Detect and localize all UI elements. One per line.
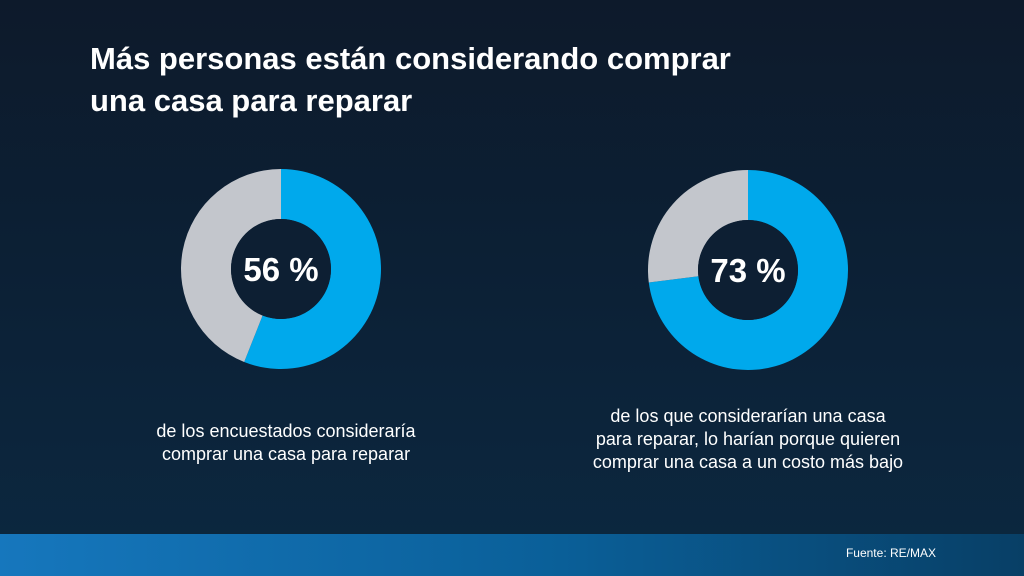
caption-1: de los encuestados consideraría comprar … xyxy=(86,420,486,466)
caption-2-line-2: para reparar, lo harían porque quieren xyxy=(595,429,901,449)
donut-1-slice-2 xyxy=(180,169,281,362)
caption-2: de los que considerarían una casa para r… xyxy=(548,405,948,474)
title-line-1: Más personas están considerando comprar xyxy=(90,41,731,76)
source-label: Fuente: RE/MAX xyxy=(845,546,936,560)
caption-2-line-3: comprar una casa a un costo más bajo xyxy=(592,452,904,472)
caption-1-line-1: de los encuestados consideraría xyxy=(156,421,416,441)
donut-2-slice-2 xyxy=(647,170,748,283)
title-line-2: una casa para reparar xyxy=(90,83,413,118)
donut-2-slice-1 xyxy=(648,170,848,370)
footer-bar: Fuente: RE/MAX xyxy=(0,534,1024,576)
caption-1-line-2: comprar una casa para reparar xyxy=(161,444,411,464)
donut-1-label: 56 % xyxy=(243,251,318,288)
page-title: Más personas están considerando comprar … xyxy=(90,38,890,122)
donut-2-center xyxy=(698,220,798,320)
donut-1-center xyxy=(231,219,331,319)
donut-2-label: 73 % xyxy=(710,252,785,289)
caption-2-line-1: de los que considerarían una casa xyxy=(610,406,886,426)
donut-1-slice-1 xyxy=(244,169,381,369)
